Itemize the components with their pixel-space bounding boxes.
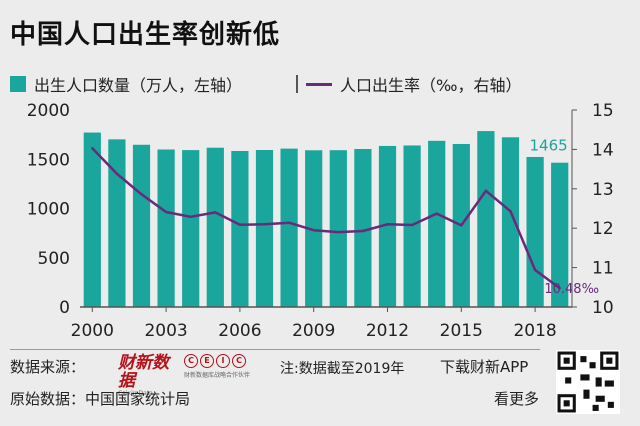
y-right-tick-label: 15 [592, 101, 614, 121]
birth-rate-point [164, 210, 168, 214]
legend-item-births: 出生人口数量（万人，左轴） [10, 72, 242, 96]
ceic-letter: I [216, 354, 230, 368]
last-bar-label: 1465 [530, 137, 568, 155]
bar [132, 144, 151, 307]
bar [551, 162, 569, 307]
bar [329, 150, 347, 307]
original-source: 原始数据：中国国家统计局 [10, 390, 191, 408]
bar [206, 147, 224, 307]
y-right-tick-label: 10 [592, 298, 614, 318]
y-right-tick-label: 11 [592, 259, 614, 279]
bar [255, 149, 274, 307]
birth-rate-point [238, 223, 242, 226]
birth-rate-point [460, 224, 463, 227]
legend-bar-swatch [10, 76, 26, 92]
birth-rate-point [312, 228, 315, 232]
y-left-tick-label: 500 [38, 249, 70, 269]
birth-rate-point [509, 210, 512, 213]
x-tick-label: 2018 [513, 321, 556, 341]
bar [477, 131, 495, 307]
qr-code[interactable] [556, 350, 620, 414]
birth-rate-point [361, 229, 365, 233]
birth-rate-point [115, 172, 119, 176]
birth-rate-point [214, 211, 217, 214]
bar [182, 150, 200, 307]
y-right-tick-label: 13 [592, 180, 614, 200]
caixin-data-logo: 财新数据 Caixin Data [118, 354, 180, 397]
chart-plot: 0 500 1000 1500 2000 10 11 12 13 14 15 2000 2003 2006… [27, 101, 614, 341]
bar [231, 150, 249, 307]
birth-rate-line [91, 147, 561, 290]
last-line-label: 10.48‰ [544, 282, 599, 297]
x-tick-label: 2009 [292, 321, 335, 341]
birth-rate-point [386, 223, 389, 226]
bar [526, 156, 544, 307]
birth-rate-point [484, 189, 488, 192]
legend-separator [296, 75, 298, 93]
y-left-tick-label: 1000 [27, 200, 70, 220]
ceic-letter: C [232, 354, 246, 368]
legend-rate-label: 人口出生率（‰，右轴） [340, 76, 522, 95]
x-tick-label: 2012 [366, 321, 409, 341]
see-more-link[interactable]: 看更多 [494, 390, 540, 408]
ceic-logo: C E I C 财新数据库战略合作伙伴 [184, 354, 256, 380]
y-left-tick-label: 0 [59, 298, 70, 318]
bar [157, 149, 175, 307]
y-right-tick-label: 14 [592, 140, 614, 160]
y-left-tick-label: 1500 [27, 150, 70, 170]
legend: 出生人口数量（万人，左轴） 人口出生率（‰，右轴） [10, 72, 630, 98]
birth-rate-point [189, 215, 192, 218]
caixin-logo-sub: Caixin Data [118, 390, 153, 397]
bar [108, 139, 126, 307]
download-app-link[interactable]: 下载财新APP [440, 358, 529, 376]
chart-title: 中国人口出生率创新低 [10, 20, 281, 50]
birth-rate-point [337, 230, 340, 234]
bar [428, 140, 446, 307]
birth-rate-point [140, 193, 143, 196]
source-label: 数据来源： [10, 358, 86, 376]
ceic-letter: E [200, 354, 214, 368]
caixin-logo-text: 财新数据 [118, 353, 169, 391]
x-tick-label: 2015 [440, 321, 483, 341]
birth-rate-point [263, 223, 266, 226]
legend-line-swatch [306, 82, 332, 86]
y-left-tick-label: 2000 [27, 101, 70, 121]
bar [501, 137, 520, 307]
birth-rate-point [287, 221, 291, 224]
x-tick-label: 2003 [144, 321, 187, 341]
birth-rate-point [435, 212, 438, 215]
y-right-tick-label: 12 [592, 219, 614, 239]
footer-divider [10, 349, 540, 350]
bar [83, 132, 101, 307]
bar [280, 148, 298, 307]
x-tick-label: 2000 [71, 321, 114, 341]
bar [354, 149, 372, 307]
birth-rate-point [558, 286, 561, 290]
ceic-letter: C [184, 354, 198, 368]
ceic-logo-sub: 财新数据库战略合作伙伴 [184, 372, 251, 379]
birth-rate-point [533, 268, 537, 272]
birth-rate-point [91, 147, 94, 150]
birth-rate-point [410, 223, 414, 227]
legend-births-label: 出生人口数量（万人，左轴） [34, 76, 243, 95]
bar [378, 145, 397, 307]
legend-item-birth-rate: 人口出生率（‰，右轴） [296, 72, 521, 96]
bar [305, 150, 323, 307]
data-note: 注:数据截至2019年 [280, 361, 405, 377]
x-tick-label: 2006 [218, 321, 261, 341]
